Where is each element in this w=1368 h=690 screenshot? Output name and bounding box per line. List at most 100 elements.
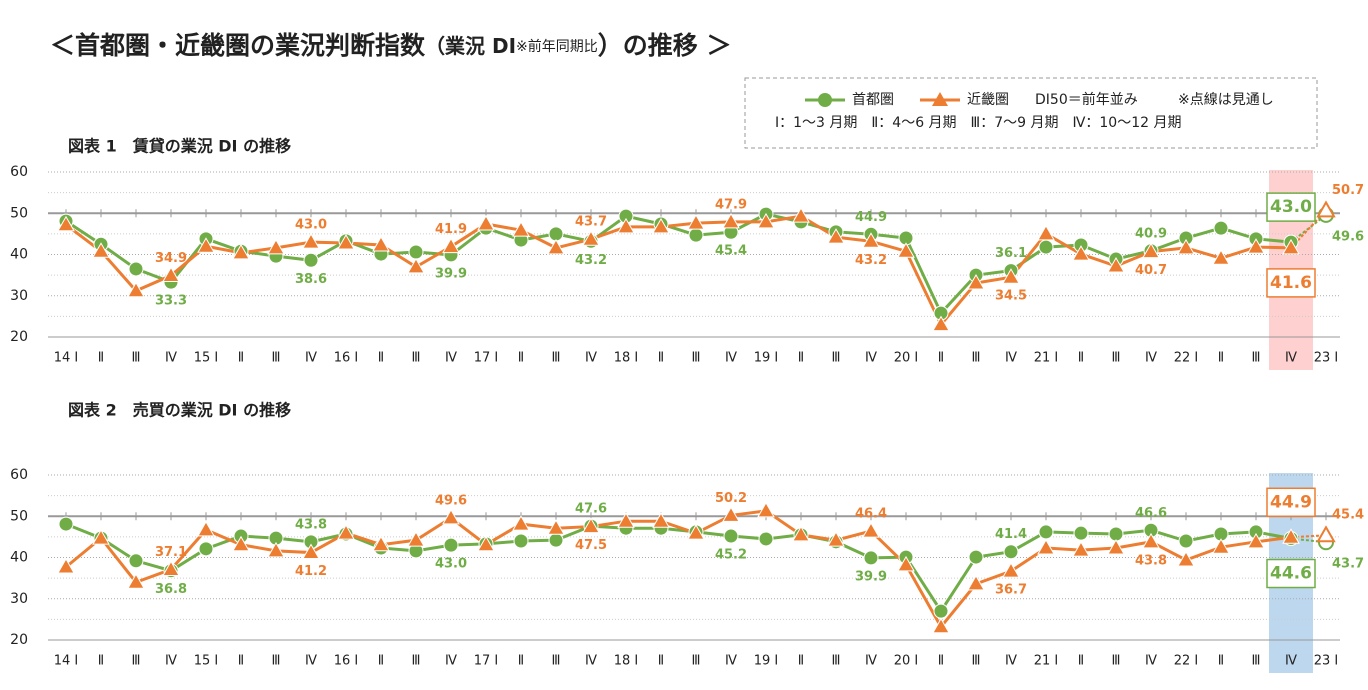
x-tick-label: Ⅱ (938, 654, 944, 669)
label-box (1266, 192, 1316, 222)
point (967, 273, 985, 290)
point (198, 541, 214, 557)
point (1107, 539, 1125, 555)
point (967, 574, 985, 591)
point (547, 238, 565, 255)
series-line (65, 214, 1292, 328)
label-box (1266, 558, 1316, 589)
point (932, 315, 950, 332)
point (1037, 539, 1055, 555)
point (722, 506, 740, 522)
data-label: 43.0 (1270, 197, 1312, 217)
point (303, 252, 319, 268)
data-label: 50.7 (1332, 183, 1364, 198)
y-tick-label: 20 (10, 632, 28, 648)
legend-note: Ⅰ：1～3 月期 Ⅱ：4～6 月期 Ⅲ：7～9 月期 Ⅳ：10～12 月期 (775, 115, 1181, 131)
legend-label: DI50＝前年並み (1035, 91, 1138, 108)
x-tick-label: 15 Ⅰ (194, 654, 219, 669)
point (197, 520, 215, 537)
x-tick-label: Ⅲ (552, 654, 561, 669)
x-tick-label: Ⅳ (865, 654, 877, 669)
x-tick-label: Ⅳ (585, 351, 597, 366)
data-label: 34.5 (995, 289, 1027, 304)
point (1142, 242, 1160, 259)
x-tick-label: 14 Ⅰ (54, 654, 79, 669)
x-tick-label: Ⅳ (305, 351, 317, 366)
point (1002, 268, 1020, 284)
y-tick-label: 60 (10, 164, 28, 180)
data-label: 40.7 (1135, 263, 1167, 278)
x-tick-label: Ⅱ (518, 351, 524, 366)
point (1212, 249, 1230, 265)
point (897, 555, 915, 572)
point (372, 236, 390, 252)
y-tick-label: 40 (10, 247, 28, 263)
x-tick-label: 14 Ⅰ (54, 351, 79, 366)
point (1177, 238, 1195, 255)
data-label: 50.2 (715, 491, 747, 506)
point (862, 522, 880, 538)
data-label: 43.2 (575, 253, 607, 268)
point (1108, 526, 1124, 542)
title-part: （業況 DI (425, 34, 516, 58)
x-tick-label: Ⅱ (238, 654, 244, 669)
data-label: 36.1 (995, 246, 1027, 261)
point (92, 242, 110, 258)
data-label: 44.9 (1270, 492, 1312, 512)
x-tick-label: Ⅱ (378, 351, 384, 366)
point (407, 257, 425, 274)
point (1213, 220, 1229, 236)
data-label: 33.3 (155, 294, 187, 309)
data-label: 39.9 (855, 569, 887, 584)
data-label: 47.5 (575, 538, 607, 553)
point (128, 553, 144, 569)
x-tick-label: Ⅳ (725, 654, 737, 669)
x-tick-label: Ⅲ (692, 654, 701, 669)
x-tick-label: 23 Ⅰ (1314, 654, 1339, 669)
point (337, 233, 355, 250)
data-label: 38.6 (295, 272, 327, 287)
point (477, 535, 495, 552)
x-tick-label: 21 Ⅰ (1034, 351, 1059, 366)
y-tick-label: 50 (10, 205, 28, 221)
point (722, 212, 740, 229)
x-tick-label: Ⅱ (798, 654, 804, 669)
point (687, 214, 705, 230)
point (232, 243, 250, 260)
series-line (65, 509, 1292, 630)
x-tick-label: Ⅲ (1112, 351, 1121, 366)
x-tick-label: 19 Ⅰ (754, 351, 779, 366)
point (1247, 532, 1265, 549)
point (127, 281, 145, 298)
point (757, 501, 775, 518)
point (128, 261, 144, 277)
point (477, 214, 495, 231)
data-label: 43.8 (295, 517, 327, 532)
x-tick-label: 23 Ⅰ (1314, 351, 1339, 366)
point (757, 212, 775, 229)
chart-title: 図表 2 売買の業況 DI の推移 (68, 401, 291, 420)
x-tick-label: Ⅲ (972, 654, 981, 669)
data-label: 49.6 (435, 493, 467, 508)
x-tick-label: 16 Ⅰ (334, 351, 359, 366)
data-label: 34.9 (155, 251, 187, 266)
legend-box (744, 77, 1318, 149)
x-tick-label: Ⅲ (1252, 654, 1261, 669)
data-label: 39.9 (435, 266, 467, 281)
x-tick-label: 20 Ⅰ (894, 351, 919, 366)
x-tick-label: Ⅳ (725, 351, 737, 366)
point (1247, 238, 1265, 254)
x-tick-label: Ⅱ (518, 654, 524, 669)
point (792, 525, 810, 542)
data-label: 44.6 (1270, 564, 1312, 584)
point (512, 515, 530, 531)
y-tick-label: 20 (10, 329, 28, 345)
point (1072, 245, 1090, 261)
point (758, 531, 774, 547)
x-tick-label: Ⅳ (1285, 654, 1297, 669)
legend-marker (818, 93, 832, 107)
point (513, 533, 529, 549)
x-tick-label: Ⅳ (445, 654, 457, 669)
point (862, 232, 880, 248)
point (932, 617, 950, 634)
